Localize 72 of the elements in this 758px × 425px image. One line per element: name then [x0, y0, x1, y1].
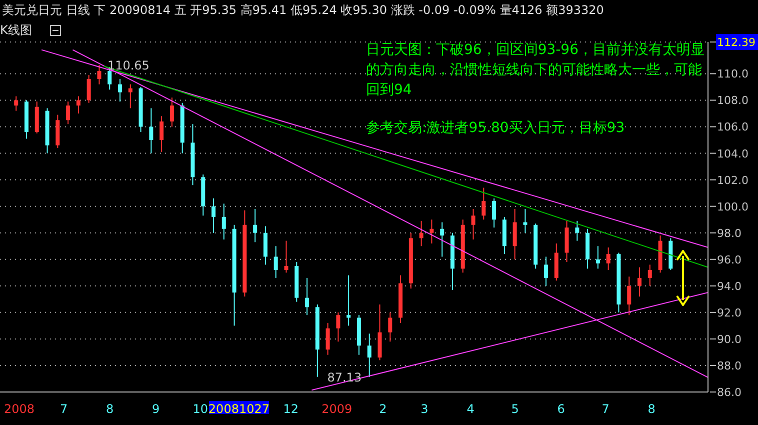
x-tick-label: 7	[602, 402, 610, 416]
candlestick	[367, 333, 372, 378]
y-tick-label: 88.0	[717, 359, 742, 372]
candlestick	[76, 96, 80, 114]
annotation: 参考交易:激进者95.80买入日元，目标93	[366, 119, 626, 138]
candlestick	[212, 198, 216, 234]
candlestick	[160, 116, 164, 152]
candlestick	[274, 246, 278, 278]
candlestick	[544, 256, 548, 286]
chart-title: 美元兑日元 日线 下 20090814 五 开95.35 高95.41 低95.24 收95.30 涨跌 -0.09 -0.09% 量4126 额393320	[2, 2, 604, 19]
candlestick	[97, 64, 102, 85]
x-tick-label: 9	[152, 402, 160, 416]
candlestick	[346, 274, 351, 326]
candlestick	[284, 240, 288, 274]
x-tick-label: 2	[379, 402, 387, 416]
x-tick-label: 4	[466, 402, 474, 416]
x-tick-label: 20081027	[208, 402, 270, 416]
annotation: 110.65	[107, 58, 150, 72]
candlestick	[128, 84, 132, 109]
candlestick	[492, 198, 496, 228]
x-tick-label: 3	[420, 402, 428, 416]
candlestick	[482, 187, 486, 220]
x-tick-label: 8	[106, 402, 114, 416]
candlestick	[637, 266, 642, 298]
candlestick	[253, 208, 258, 243]
x-tick-label: 12	[283, 402, 299, 416]
candlestick	[471, 208, 476, 240]
y-tick-label: 108.0	[717, 94, 748, 108]
candlestick	[222, 203, 226, 240]
y-tick-label: 104.0	[717, 147, 748, 160]
candlestick	[440, 222, 444, 258]
y-tick-label: 92.0	[717, 306, 742, 320]
x-tick-label: 8	[648, 402, 656, 416]
x-tick-label: 10	[192, 402, 208, 416]
candlestick	[86, 74, 91, 104]
annotation: 87.13	[327, 370, 362, 384]
chart-subtitle: K线图	[0, 22, 32, 39]
y-tick-label: 102.0	[717, 174, 748, 187]
candlestick	[388, 312, 392, 342]
candlestick	[336, 312, 340, 342]
y-tick-label: 98.0	[717, 226, 742, 240]
candlestick	[430, 219, 434, 244]
y-tick-label: 106.0	[717, 120, 748, 134]
x-tick-label: 5	[511, 402, 519, 416]
candlestick	[523, 208, 528, 234]
y-tick-label: 94.0	[717, 280, 742, 293]
x-tick-label: 7	[60, 402, 68, 416]
x-tick-label: 6	[557, 402, 565, 416]
candlestick	[648, 264, 652, 286]
annotation: 日元天图：下破96，回区间93-96，目前并没有太明显的方向走向，沿惯性短线向下的可能性略大一些，可能回到94	[366, 41, 706, 100]
candlestick	[627, 276, 632, 316]
x-tick-label: 2008	[4, 402, 35, 416]
candlestick	[575, 220, 580, 242]
y-tick-label: 100.0	[717, 200, 748, 214]
candlestick	[118, 78, 122, 102]
y-tick-label: 96.0	[717, 253, 742, 266]
candlestick	[263, 226, 268, 266]
candlestick	[596, 246, 600, 270]
candlestick	[419, 220, 424, 247]
candlestick	[305, 277, 310, 316]
candlestick	[170, 97, 174, 128]
y-tick-label: 112.39	[717, 36, 756, 49]
candlestick	[14, 96, 18, 112]
candlestick	[149, 108, 154, 154]
y-tick-label: 90.0	[717, 332, 742, 346]
candlestick	[66, 101, 70, 125]
candlestick	[512, 208, 517, 260]
candlestick	[326, 322, 330, 356]
y-tick-label: 110.0	[717, 68, 748, 81]
y-tick-label: 86.0	[717, 386, 742, 399]
candlestick	[606, 246, 610, 270]
x-tick-label: 2009	[322, 402, 352, 416]
